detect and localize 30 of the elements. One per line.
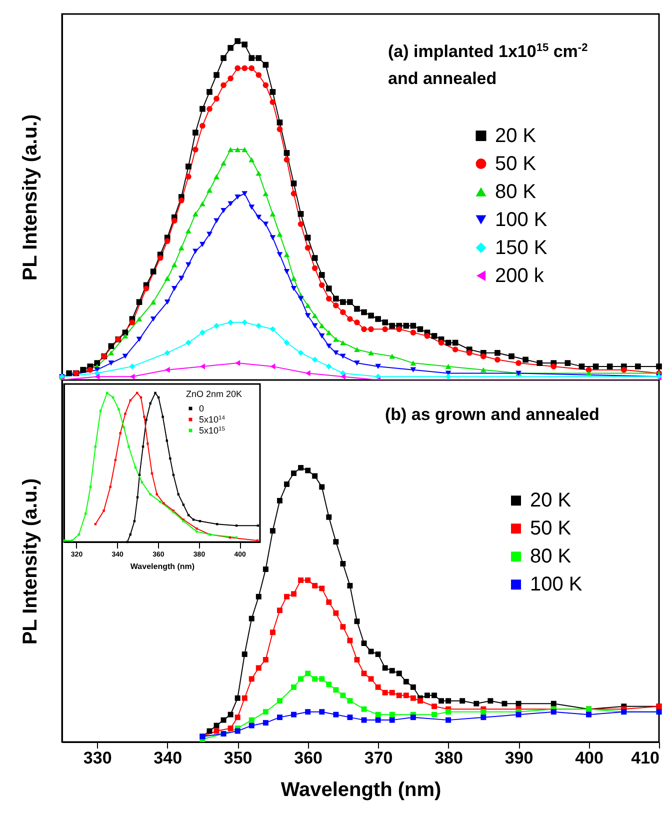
legend-title: ZnO 2nm 20K bbox=[186, 389, 242, 399]
legend-label: 200 k bbox=[495, 264, 545, 287]
y-axis-title: PL Intensity (a.u.) bbox=[20, 478, 42, 645]
x-tick-label: 410 bbox=[631, 748, 660, 768]
text: (b) as grown and annealed bbox=[385, 405, 600, 424]
legend-label: 20 K bbox=[530, 490, 572, 512]
legend-label: 5x10$^{14}$ bbox=[199, 414, 226, 424]
x-tick-label: 350 bbox=[224, 748, 252, 768]
x-tick-label: 380 bbox=[434, 748, 463, 768]
x-axis-title: Wavelength (nm) bbox=[130, 562, 195, 572]
x-tick-label: 370 bbox=[364, 748, 393, 768]
x-axis-title: Wavelength (nm) bbox=[280, 779, 442, 802]
legend-label: 20 K bbox=[495, 124, 537, 147]
legend-label: 80 K bbox=[495, 180, 537, 203]
x-tick-label: 400 bbox=[575, 748, 604, 768]
legend-label: 50 K bbox=[530, 518, 572, 540]
legend-label: 100 K bbox=[530, 574, 583, 596]
x-tick-label: 360 bbox=[294, 748, 323, 768]
x-tick-label: 340 bbox=[154, 748, 182, 768]
annotation: and annealed bbox=[388, 69, 497, 88]
x-tick-label: 390 bbox=[504, 748, 534, 768]
legend-label: 80 K bbox=[530, 546, 572, 568]
legend-label: 100 K bbox=[495, 208, 548, 231]
legend-label: 0 bbox=[199, 404, 204, 414]
legend-label: 5x10$^{15}$ bbox=[199, 426, 226, 436]
legend-label: 50 K bbox=[495, 152, 537, 175]
x-tick-label: 330 bbox=[83, 748, 112, 768]
legend-label: 150 K bbox=[495, 236, 548, 259]
y-axis-title: PL Intensity (a.u.) bbox=[20, 114, 42, 281]
annotation: (a) implanted 1x10$^{15}$ cm$^{-2}$ bbox=[388, 42, 588, 61]
